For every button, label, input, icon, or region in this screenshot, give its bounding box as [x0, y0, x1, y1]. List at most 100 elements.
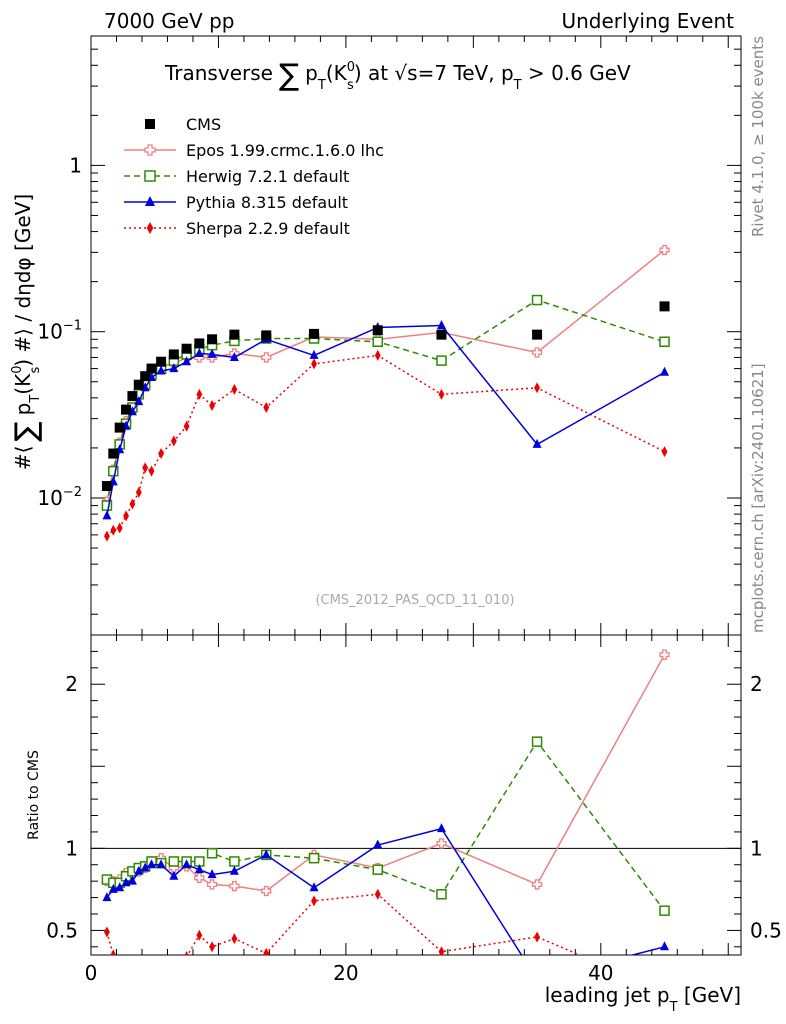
legend-entry: CMS [145, 115, 221, 134]
legend-entry: Epos 1.99.crmc.1.6.0 lhc [124, 141, 384, 160]
data-point [438, 388, 445, 400]
series-line [106, 299, 665, 506]
y-tick-label: 1 [69, 153, 82, 177]
data-point [110, 524, 117, 536]
series-line [106, 249, 665, 502]
ratio-point [129, 971, 135, 982]
ratio-point [207, 869, 217, 879]
data-point [436, 319, 446, 329]
ratio-axes: 0 20 40 0.5 0.5 1 1 2 2 [46, 635, 782, 985]
data-point [532, 438, 542, 448]
ratio-point [436, 823, 446, 833]
header-right: Underlying Event [561, 9, 734, 33]
data-point [108, 448, 119, 459]
legend-label: Epos 1.99.crmc.1.6.0 lhc [186, 141, 384, 160]
ratio-point [115, 882, 125, 892]
data-point [374, 349, 381, 361]
data-point [121, 404, 132, 415]
data-point [183, 420, 190, 432]
data-point [123, 510, 129, 522]
ratio-point [142, 961, 148, 972]
data-point [534, 382, 541, 394]
ratio-point [140, 862, 150, 872]
legend-entry: Pythia 8.315 default [124, 193, 348, 212]
ratio-point [534, 931, 541, 943]
ratio-point [149, 968, 155, 979]
ratio-plot-frame [90, 634, 742, 956]
ratio-point [171, 958, 177, 969]
ratio-point [659, 649, 670, 660]
legend-marker [145, 196, 155, 206]
header-left: 7000 GeV pp [104, 9, 235, 33]
data-point [104, 530, 110, 542]
y-tick-label: 10−2 [37, 485, 82, 510]
data-point [231, 383, 238, 395]
data-point [116, 522, 123, 534]
ratio-point [206, 848, 218, 859]
data-point [114, 422, 125, 433]
legend-marker [144, 144, 156, 156]
legend-label: Herwig 7.2.1 default [186, 167, 349, 186]
ratio-point [373, 839, 383, 849]
ratio-point [134, 865, 144, 875]
ratio-point [184, 951, 189, 955]
data-point [229, 329, 240, 340]
ratio-y-tick-label: 1 [65, 836, 78, 860]
series-epos [101, 244, 670, 507]
legend-marker [145, 119, 155, 129]
data-point [194, 347, 204, 357]
data-point [261, 352, 272, 363]
data-point [309, 349, 319, 359]
ratio-point [102, 892, 112, 902]
data-point [146, 363, 157, 374]
data-point [436, 355, 447, 366]
ratio-line [106, 827, 665, 955]
ratio-point [156, 859, 166, 869]
data-point [196, 388, 203, 400]
ratio-point [660, 941, 670, 951]
data-point [158, 448, 165, 460]
ratio-point [158, 961, 164, 972]
x-tick-label: 20 [333, 961, 358, 985]
ratio-point [196, 929, 203, 941]
ratio-point [231, 933, 238, 945]
ratio-y-tick-label-right: 1 [750, 836, 763, 860]
data-point [102, 510, 112, 520]
ratio-point [168, 856, 180, 867]
ratio-point [308, 852, 320, 864]
ratio-point [659, 905, 670, 916]
data-point [207, 334, 218, 345]
ratio-point [229, 880, 240, 892]
data-point [129, 498, 136, 510]
ratio-point [533, 974, 542, 983]
data-point [660, 366, 670, 376]
ratio-point [309, 882, 319, 892]
chart-title: Transverse ∑ pT(K0 s) at √s=7 TeV, pT > 0.6… [164, 58, 631, 93]
ratio-series-pythia [102, 823, 670, 983]
series-line [106, 354, 665, 537]
data-point [311, 358, 317, 370]
ratio-line [106, 893, 582, 955]
ratio-point [194, 864, 204, 874]
ratio-line [106, 740, 666, 912]
ratio-point [110, 949, 117, 955]
ratio-point [372, 864, 384, 875]
data-point [531, 294, 543, 306]
data-point [142, 462, 149, 474]
data-point [209, 399, 216, 411]
ratio-point [261, 885, 272, 897]
ratio-point [209, 941, 216, 953]
data-point [170, 435, 177, 447]
x-tick-label: 40 [588, 961, 613, 985]
ratio-point [136, 969, 142, 980]
data-point [436, 329, 447, 340]
data-point [133, 379, 144, 390]
data-point [168, 349, 179, 360]
data-point [532, 329, 543, 340]
ratio-point [531, 736, 543, 747]
data-point [108, 465, 119, 477]
ratio-y-tick-label: 2 [65, 672, 78, 696]
data-point [182, 356, 192, 366]
ratio-point [229, 856, 240, 867]
ratio-point [263, 947, 270, 955]
